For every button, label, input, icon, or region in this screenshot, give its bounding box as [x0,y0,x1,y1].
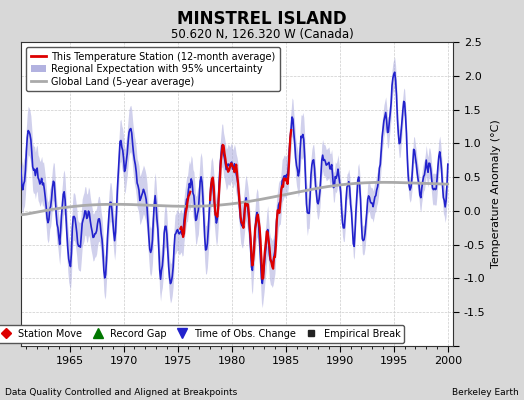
Text: Berkeley Earth: Berkeley Earth [452,388,519,397]
Text: Data Quality Controlled and Aligned at Breakpoints: Data Quality Controlled and Aligned at B… [5,388,237,397]
Legend: Station Move, Record Gap, Time of Obs. Change, Empirical Break: Station Move, Record Gap, Time of Obs. C… [0,325,404,343]
Y-axis label: Temperature Anomaly (°C): Temperature Anomaly (°C) [491,120,501,268]
Text: 50.620 N, 126.320 W (Canada): 50.620 N, 126.320 W (Canada) [171,28,353,41]
Text: MINSTREL ISLAND: MINSTREL ISLAND [177,10,347,28]
